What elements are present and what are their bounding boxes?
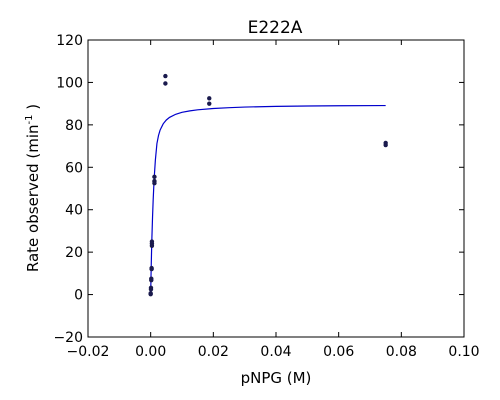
y-tick-label-7: 120 bbox=[56, 33, 83, 49]
y-axis-label: Rate observed (min-1 ) bbox=[24, 104, 42, 272]
data-point-5 bbox=[149, 276, 154, 281]
y-tick-label-3: 40 bbox=[65, 203, 83, 219]
y-axis-label-superscript: -1 bbox=[24, 115, 35, 125]
y-axis-label-close: ) bbox=[24, 104, 42, 115]
data-point-17 bbox=[207, 96, 212, 101]
x-tick-label-1: 0.00 bbox=[135, 344, 166, 360]
y-tick-label-5: 80 bbox=[65, 118, 83, 134]
x-axis-label: pNPG (M) bbox=[241, 369, 312, 387]
data-point-12 bbox=[152, 178, 157, 184]
data-point-1 bbox=[148, 291, 153, 296]
x-tick-label-6: 0.10 bbox=[448, 344, 479, 360]
y-tick-label-2: 20 bbox=[65, 245, 83, 261]
fit-curve-line bbox=[150, 104, 386, 295]
y-tick-label-6: 100 bbox=[56, 75, 83, 91]
y-tick-label-4: 60 bbox=[65, 160, 83, 176]
x-tick-label-2: 0.02 bbox=[198, 344, 229, 360]
data-point-14 bbox=[163, 81, 168, 86]
y-tick-label-1: 0 bbox=[74, 288, 83, 304]
data-point-10 bbox=[149, 239, 155, 244]
plot-content bbox=[148, 73, 388, 297]
data-point-19 bbox=[383, 140, 388, 146]
y-tick-label-0: −20 bbox=[53, 330, 83, 346]
x-tick-label-0: −0.02 bbox=[67, 344, 110, 360]
data-point-13 bbox=[152, 174, 157, 180]
data-point-16 bbox=[207, 101, 212, 106]
data-point-7 bbox=[149, 265, 154, 271]
axis-ticks: −0.02 0.00 0.02 0.04 0.06 0.08 0.10 −20 0 20 40 60 8… bbox=[53, 33, 479, 360]
data-point-15 bbox=[163, 73, 168, 79]
chart-title: E222A bbox=[248, 18, 303, 38]
x-tick-label-4: 0.06 bbox=[323, 344, 354, 360]
y-axis-label-main: Rate observed (min bbox=[24, 125, 42, 273]
x-tick-label-3: 0.04 bbox=[260, 344, 291, 360]
x-tick-label-5: 0.08 bbox=[386, 344, 417, 360]
plot-frame bbox=[87, 39, 465, 338]
data-point-3 bbox=[148, 285, 154, 290]
